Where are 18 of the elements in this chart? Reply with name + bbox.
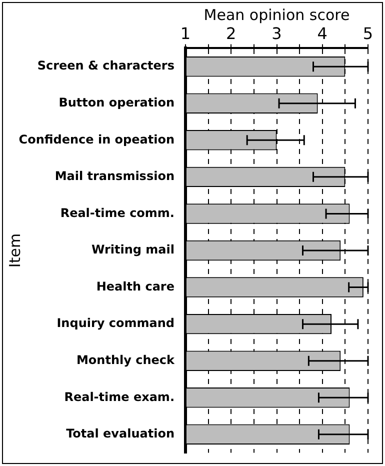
y-tick-label: Inquiry command bbox=[56, 316, 174, 330]
y-tick-label: Total evaluation bbox=[66, 426, 174, 441]
x-tick-label: 2 bbox=[226, 24, 236, 43]
x-tick-label: 3 bbox=[272, 24, 282, 43]
y-tick-label: Real-time comm. bbox=[60, 206, 174, 220]
y-tick-label: Button operation bbox=[58, 96, 174, 110]
y-tick-label: Real-time exam. bbox=[64, 390, 174, 404]
y-tick-label: Writing mail bbox=[91, 242, 174, 257]
y-tick-label: Health care bbox=[96, 279, 174, 294]
x-tick-label: 4 bbox=[317, 24, 328, 43]
y-tick-label: Monthly check bbox=[76, 352, 176, 367]
x-tick-label: 1 bbox=[180, 24, 191, 43]
y-tick-label: Confidence in opeation bbox=[18, 132, 174, 146]
x-axis-title: Mean opinion score bbox=[204, 6, 350, 24]
y-axis-title: Item bbox=[6, 233, 24, 268]
x-tick-label: 5 bbox=[362, 24, 374, 43]
y-tick-label: Screen & characters bbox=[37, 58, 174, 73]
y-tick-label: Mail transmission bbox=[54, 169, 174, 184]
